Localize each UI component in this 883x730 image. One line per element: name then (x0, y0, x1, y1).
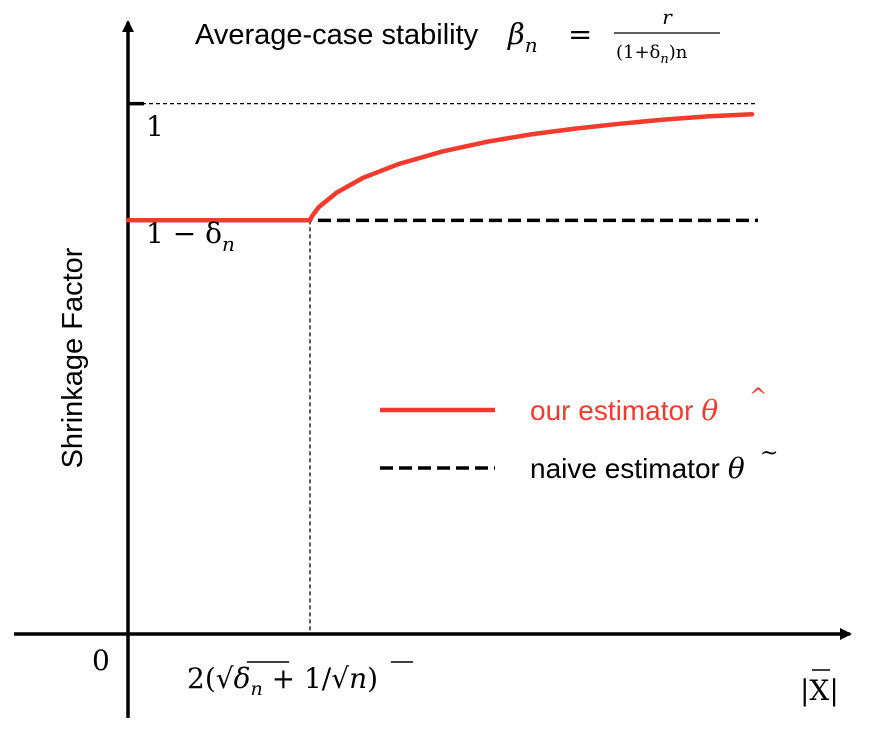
legend-naive-symbol: θ (728, 452, 745, 485)
title-denominator-post: )n (669, 42, 688, 63)
x-threshold-pre: 2( (187, 662, 216, 695)
x-threshold-mid: + 1/ (263, 662, 332, 695)
y-tick-label-sub: n (222, 232, 235, 256)
title-beta-symbol: β (507, 17, 525, 51)
y-tick-label-main: 1 − δ (146, 217, 222, 250)
sqrt-icon: √ (216, 662, 234, 695)
x-threshold-post: ) (367, 662, 378, 695)
title-text: Average-case stability (195, 19, 479, 51)
y-axis-label: Shrinkage Factor (57, 247, 89, 468)
y-tick-label-one-minus-delta: 1 − δn (146, 217, 235, 256)
x-threshold-label: 2(√δn + 1/√n) (187, 662, 378, 700)
title-beta-subscript: n (525, 33, 538, 57)
legend-label-our-estimator: our estimator θ (530, 394, 718, 427)
series-our-estimator (125, 112, 755, 223)
legend-our-text: our estimator (530, 395, 693, 426)
title-numerator: r (662, 5, 673, 29)
title-denominator-pre: (1+δ (616, 42, 660, 63)
x-axis-label-text: |X| (800, 674, 839, 707)
x-threshold-delta: δ (234, 662, 251, 695)
title-equals: = (568, 17, 592, 51)
x-threshold-n: n (349, 662, 367, 695)
x-threshold-delta-sub: n (250, 678, 262, 700)
legend-naive-accent: ~ (760, 441, 778, 466)
legend: our estimator θ ^ naive estimator θ ~ (380, 385, 778, 485)
legend-our-symbol: θ (701, 394, 718, 427)
chart-title: Average-case stability (195, 19, 479, 51)
title-denominator-sub: n (660, 52, 668, 67)
legend-label-naive-estimator: naive estimator θ (530, 452, 745, 485)
origin-label: 0 (92, 644, 110, 677)
legend-naive-text: naive estimator (530, 453, 720, 484)
legend-our-accent: ^ (749, 385, 767, 410)
y-tick-label-one: 1 (146, 110, 164, 143)
x-axis-label: |X| (800, 674, 839, 707)
title-beta: βn (507, 17, 538, 57)
sqrt-icon: √ (331, 662, 349, 695)
title-denominator: (1+δn)n (616, 42, 688, 67)
